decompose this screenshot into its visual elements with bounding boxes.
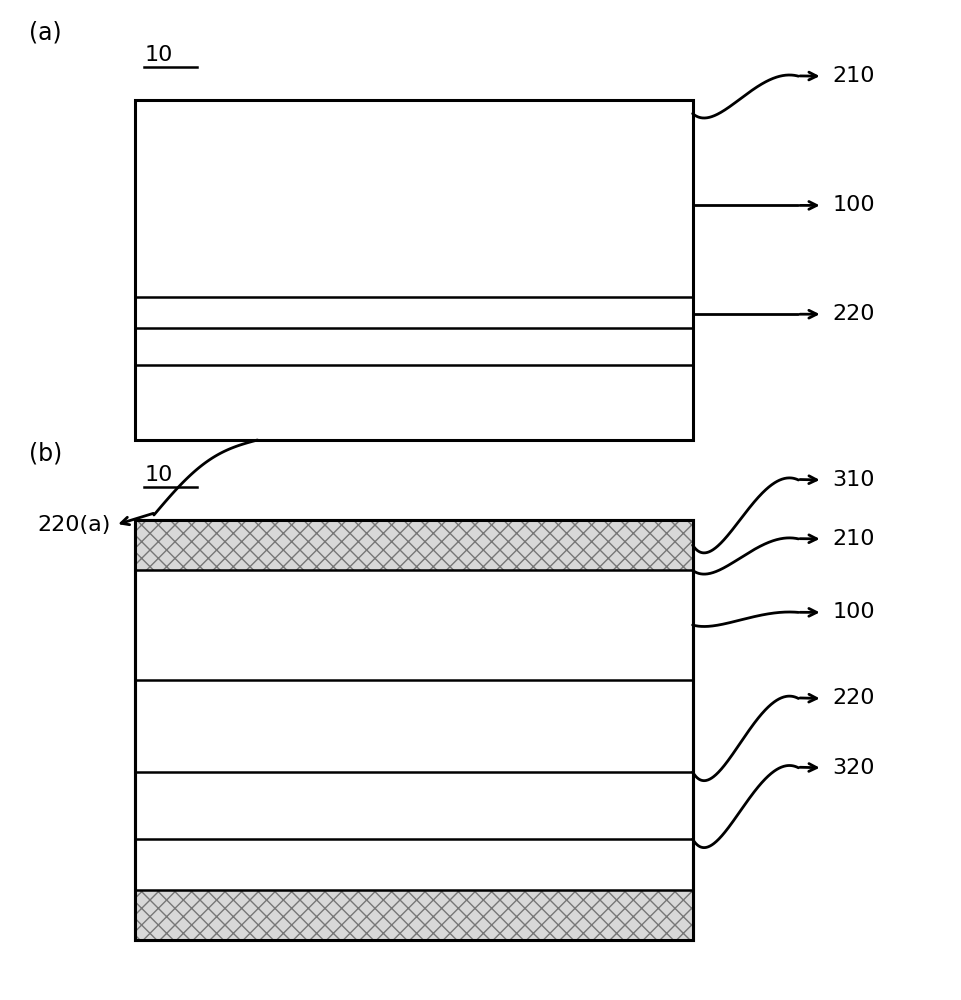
Text: 210: 210	[831, 529, 874, 549]
Text: (a): (a)	[29, 21, 62, 45]
Bar	[135, 520, 692, 570]
Text: 220: 220	[831, 304, 874, 324]
Text: 220: 220	[831, 688, 874, 708]
Text: 210: 210	[831, 66, 874, 86]
Text: (b): (b)	[29, 441, 62, 465]
Text: 310: 310	[831, 470, 874, 490]
Text: 320: 320	[831, 758, 874, 778]
Text: 100: 100	[831, 602, 874, 622]
Text: 220(a): 220(a)	[37, 515, 111, 535]
Bar	[135, 520, 692, 940]
Text: 10: 10	[144, 45, 172, 65]
Text: 10: 10	[144, 465, 172, 485]
Bar	[135, 520, 692, 940]
Bar	[135, 890, 692, 940]
Text: 100: 100	[831, 195, 874, 215]
Bar	[135, 100, 692, 440]
